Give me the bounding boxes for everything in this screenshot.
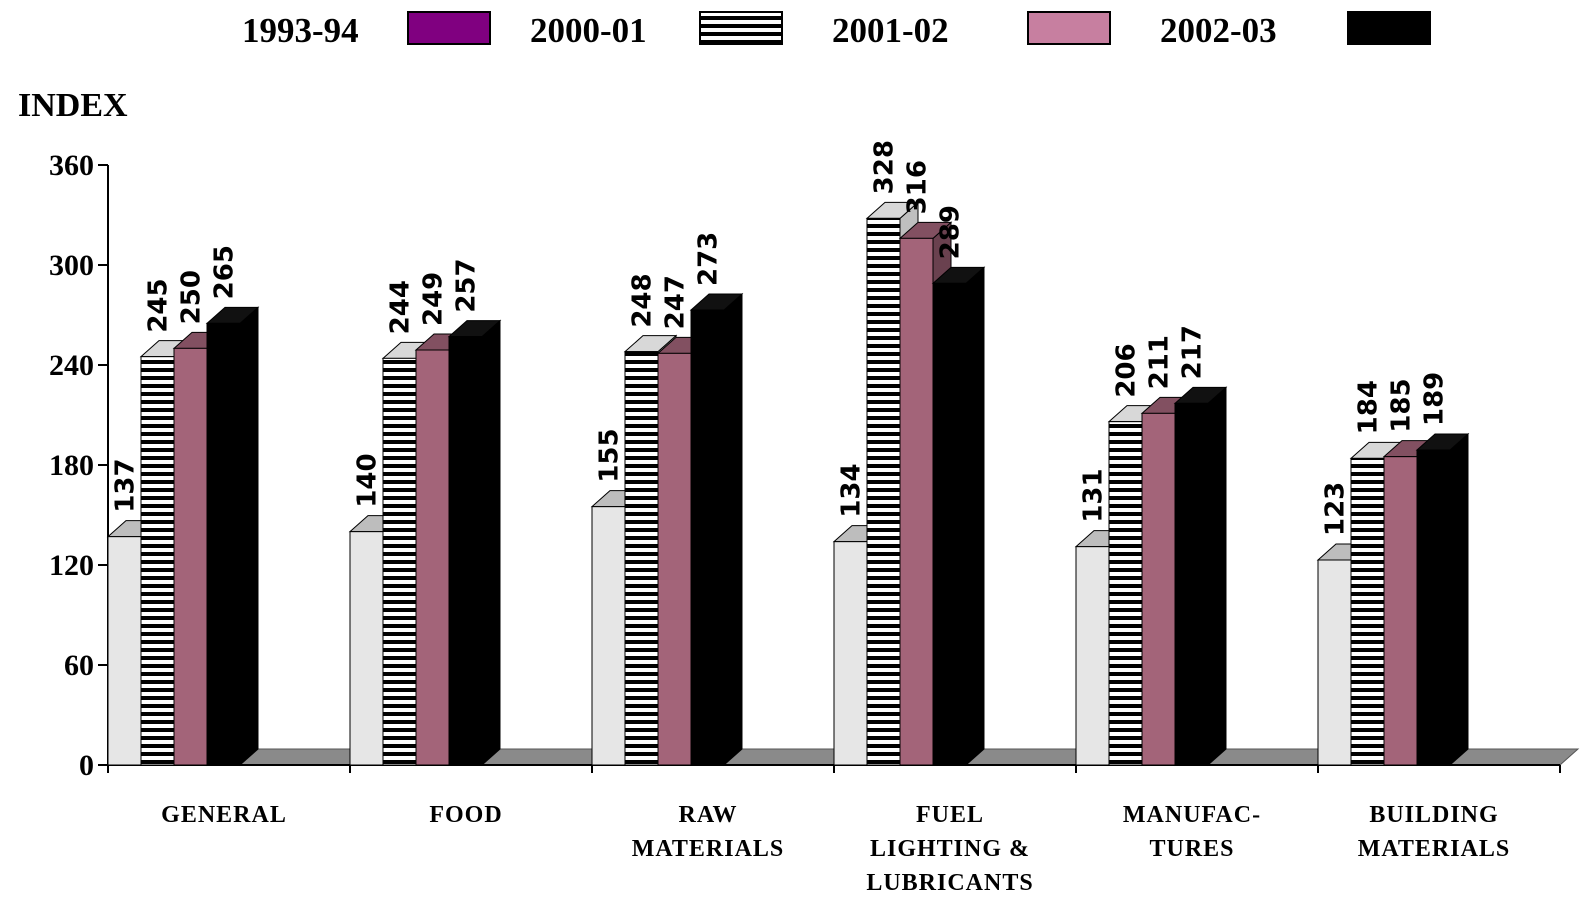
data-label: 155 [595,428,625,482]
data-label: 257 [452,258,482,312]
y-tick-label: 300 [49,249,94,282]
data-label: 206 [1112,343,1142,397]
category-label: LIGHTING & [870,836,1030,862]
bar-side [1449,432,1469,767]
bar-2002-03-0 [205,306,260,767]
data-label: 328 [870,140,900,194]
legend-swatch [407,11,491,45]
bar-front [1141,412,1176,766]
category-label: BUILDING [1369,802,1498,828]
category-label: GENERAL [161,802,287,828]
bar-front [866,217,901,766]
bar-front [833,541,868,766]
bar-side [965,266,985,767]
category-label: FUEL [916,802,984,828]
data-label: 316 [903,160,933,214]
bar-front [657,352,692,766]
legend-swatch [699,11,783,45]
data-label: 289 [936,205,966,259]
data-label: 265 [210,245,240,299]
data-label: 123 [1321,482,1351,536]
bar-front [107,536,142,766]
bar-front [591,506,626,766]
bars [106,201,1470,767]
bar-front [448,336,483,766]
category-label: MATERIALS [632,836,785,862]
data-label: 189 [1420,372,1450,426]
legend: 1993-94 2000-01 2001-02 2002-03 [242,11,1431,50]
data-label: 185 [1387,378,1417,432]
bar-side [723,292,743,767]
y-tick-label: 120 [49,549,94,582]
bar-2002-03-5 [1415,432,1470,767]
bar-2002-03-4 [1173,386,1228,767]
bar-front [932,282,967,766]
legend-label: 1993-94 [242,11,359,50]
bar-front [382,357,417,766]
data-label: 140 [353,453,383,507]
bar-front [1075,546,1110,766]
y-tick-label: 240 [49,349,94,382]
category-label: RAW [678,802,737,828]
category-label: MANUFAC- [1123,802,1261,828]
bar-front [140,356,175,766]
category-label: TURES [1149,836,1234,862]
bar-front [1416,449,1451,766]
bar-front [1317,559,1352,766]
bar-2002-03-2 [689,292,744,767]
y-tick-label: 360 [49,149,94,182]
legend-label: 2001-02 [832,11,949,50]
data-label: 249 [419,272,449,326]
bar-front [206,322,241,766]
bar-side [239,306,259,767]
data-label: 273 [694,232,724,286]
bar-2002-03-1 [447,319,502,767]
data-label: 137 [111,458,141,512]
bar-front [349,531,384,766]
bar-front [899,237,934,766]
bar-front [1174,402,1209,766]
y-tick-label: 60 [64,649,94,682]
data-label: 245 [144,278,174,332]
legend-label: 2002-03 [1160,11,1277,50]
data-label: 247 [661,275,691,329]
bar-2002-03-3 [931,266,986,767]
y-tick-label: 180 [49,449,94,482]
bar-front [173,347,208,766]
bar-front [1383,456,1418,766]
bar-side [481,319,501,767]
category-label: FOOD [429,802,502,828]
bar-front [415,349,450,766]
data-label: 211 [1145,335,1175,389]
legend-swatch [1347,11,1431,45]
category-label: MATERIALS [1358,836,1511,862]
data-label: 134 [837,463,867,517]
bar-front [690,309,725,766]
data-label: 248 [628,273,658,327]
data-label: 244 [386,280,416,334]
bar-front [1108,421,1143,766]
data-label: 131 [1079,468,1109,522]
data-label: 250 [177,270,207,324]
data-label: 184 [1354,380,1384,434]
bar-side [1207,386,1227,767]
bar-front [624,351,659,766]
y-axis-title: INDEX [18,87,128,124]
data-label: 217 [1178,325,1208,379]
legend-swatch [1027,11,1111,45]
category-label: LUBRICANTS [866,870,1033,896]
y-tick-label: 0 [79,749,94,782]
legend-label: 2000-01 [530,11,647,50]
bar-front [1350,457,1385,766]
